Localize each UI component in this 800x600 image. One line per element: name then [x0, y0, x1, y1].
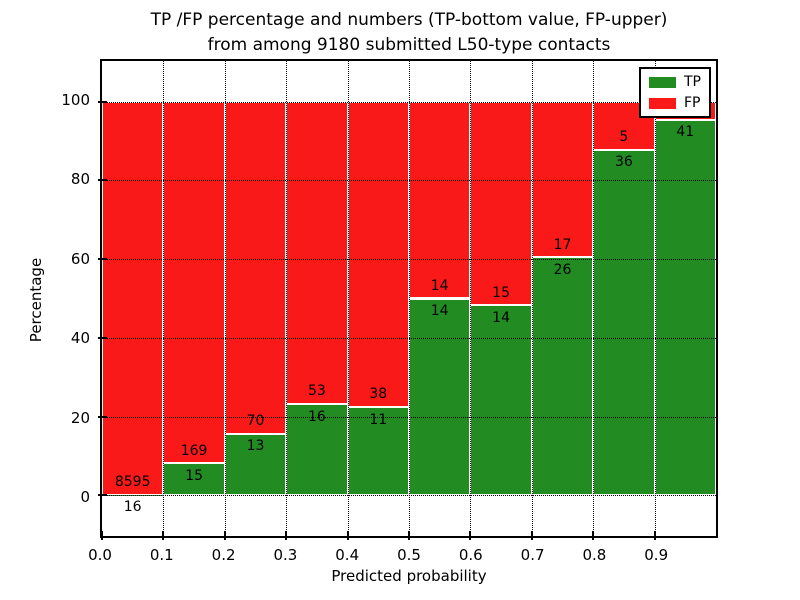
x-tick-label: 0.2: [211, 546, 236, 564]
fp-count-label: 14: [430, 277, 449, 294]
tp-count-label: 16: [307, 408, 326, 425]
x-tick-label: 0.0: [88, 546, 112, 564]
vertical-gridline: [163, 61, 165, 536]
vertical-gridline: [286, 61, 288, 536]
chart-title-line1: TP /FP percentage and numbers (TP-bottom…: [150, 10, 668, 30]
x-axis-tick: [408, 531, 410, 540]
tp-count-label: 41: [676, 124, 695, 141]
fp-count-label: 15: [492, 284, 511, 301]
tp-legend-swatch: [649, 76, 676, 88]
tp-bar-segment: [409, 298, 471, 496]
tp-count-label: 13: [246, 438, 265, 455]
tp-legend-label: TP: [684, 74, 701, 90]
x-axis-tick: [530, 531, 533, 540]
tp-count-label: 14: [430, 303, 449, 320]
x-axis-tick: [346, 531, 349, 540]
fp-bar-segment: [163, 101, 225, 464]
fp-bar-segment: [409, 101, 471, 299]
tp-bar-segment: [286, 404, 348, 496]
vertical-gridline: [224, 61, 226, 536]
x-axis-tick: [162, 531, 165, 540]
tp-count-label: 14: [492, 309, 511, 326]
tp-count-label: 16: [123, 499, 142, 516]
x-tick-label: 0.7: [520, 546, 545, 564]
y-tick-label: 40: [70, 329, 90, 348]
y-axis-tick: [98, 415, 107, 418]
vertical-gridline: [409, 61, 410, 536]
tp-count-label: 11: [369, 411, 388, 428]
fp-bar-segment: [470, 101, 532, 306]
y-axis-tick: [98, 494, 107, 497]
vertical-gridline: [470, 61, 472, 536]
x-axis-tick: [223, 531, 226, 540]
y-tick-label: 20: [70, 408, 90, 427]
x-tick-label: 0.5: [397, 546, 421, 564]
y-axis-tick: [98, 258, 107, 261]
x-axis-tick: [653, 531, 656, 540]
vertical-gridline: [654, 61, 656, 536]
vertical-gridline: [347, 61, 349, 536]
vertical-gridline: [531, 61, 533, 536]
fp-legend-swatch: [649, 97, 676, 109]
legend-item-fp: FP: [649, 96, 701, 110]
fp-legend-label: FP: [684, 95, 701, 111]
tp-count-label: 36: [614, 154, 633, 171]
x-tick-label: 0.3: [273, 546, 298, 564]
y-axis-tick: [98, 100, 107, 103]
fp-bar-segment: [286, 101, 348, 405]
tp-bar-segment: [654, 119, 716, 496]
tp-bar-segment: [531, 257, 594, 496]
fp-count-label: 5: [619, 129, 629, 146]
x-axis-tick: [101, 531, 103, 540]
tp-bar-segment: [470, 305, 532, 496]
y-tick-label: 80: [70, 170, 90, 189]
fp-bar-segment: [102, 101, 164, 495]
tp-bar-segment: [224, 433, 287, 496]
y-axis-label: Percentage: [27, 257, 45, 343]
y-tick-label: 0: [80, 488, 90, 507]
fp-count-label: 169: [180, 442, 208, 459]
vertical-gridline: [593, 61, 595, 536]
fp-count-label: 53: [307, 383, 326, 400]
x-axis-tick: [592, 531, 595, 540]
x-axis-tick: [285, 531, 288, 540]
tp-count-label: 15: [185, 467, 204, 484]
y-tick-label: 100: [61, 90, 90, 109]
fp-count-label: 17: [553, 236, 572, 253]
x-tick-label: 0.1: [149, 546, 174, 564]
y-axis-tick: [98, 179, 107, 182]
fp-bar-segment: [224, 101, 287, 434]
tp-bar-segment: [102, 494, 164, 496]
chart-title-line2: from among 9180 submitted L50-type conta…: [207, 35, 611, 55]
x-tick-label: 0.4: [335, 546, 360, 564]
x-tick-label: 0.9: [644, 546, 669, 564]
tp-bar-segment: [593, 149, 655, 496]
tp-count-label: 26: [553, 261, 572, 278]
fp-bar-segment: [347, 101, 409, 407]
fp-count-label: 8595: [114, 474, 151, 491]
x-axis-label: Predicted probability: [331, 567, 487, 585]
x-axis-tick: [469, 531, 472, 540]
legend: TP FP: [639, 67, 711, 118]
fp-count-label: 38: [369, 386, 388, 403]
legend-item-tp: TP: [649, 75, 701, 89]
y-axis-tick: [98, 336, 107, 339]
y-tick-label: 60: [70, 249, 90, 268]
fp-count-label: 70: [246, 413, 265, 430]
x-tick-label: 0.8: [582, 546, 607, 564]
chart-title: TP /FP percentage and numbers (TP-bottom…: [100, 8, 718, 58]
x-tick-label: 0.6: [458, 546, 483, 564]
plot-area: TP FP 8595 16 169 15 70 13 53 16 38 11 14 14 15 14 17 2…: [98, 59, 718, 540]
